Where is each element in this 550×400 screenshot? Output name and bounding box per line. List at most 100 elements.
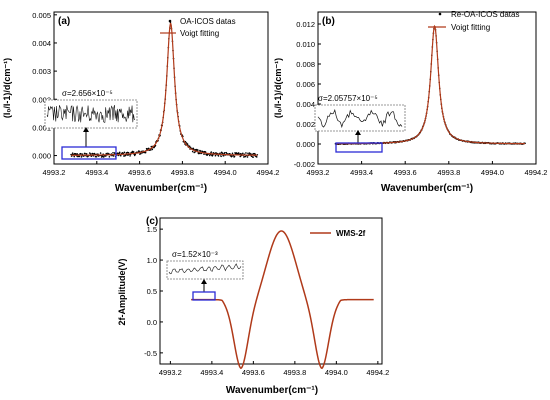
- legend-entry: WMS-2f: [336, 229, 366, 238]
- panel-label: (a): [58, 16, 70, 27]
- data-point: [188, 145, 191, 147]
- panel-label: (c): [146, 216, 158, 227]
- legend: Re-OA-ICOS datas Voigt fitting: [428, 10, 519, 32]
- data-point: [219, 152, 221, 154]
- data-point: [113, 152, 116, 154]
- x-axis-ticks: 4993.2 4993.4 4993.6 4993.8 4994.0 4994.2: [307, 161, 548, 177]
- data-point: [150, 145, 153, 148]
- data-point: [191, 150, 194, 153]
- x-tick-label: 4993.4: [200, 368, 223, 377]
- y-tick-label: 0.006: [296, 80, 315, 89]
- plot-frame: [53, 11, 269, 165]
- x-axis-label: Wavenumber(cm⁻¹): [226, 385, 318, 396]
- data-point: [220, 155, 222, 158]
- data-point: [199, 150, 202, 152]
- data-point: [105, 152, 108, 155]
- data-point: [127, 151, 130, 154]
- data-point: [203, 153, 205, 156]
- data-point: [198, 152, 201, 155]
- data-point: [119, 154, 122, 157]
- data-point: [222, 155, 225, 157]
- data-point: [225, 151, 228, 154]
- data-point: [112, 155, 115, 157]
- data-point: [132, 151, 135, 153]
- y-axis-ticks: -0.002 0.000 0.002 0.004 0.006 0.008 0.010 0.01…: [294, 20, 321, 169]
- y-tick-label: 1.0: [147, 256, 157, 265]
- data-point: [239, 155, 242, 158]
- data-point: [118, 151, 121, 154]
- x-tick-label: 4994.2: [366, 368, 389, 377]
- data-point: [247, 152, 249, 155]
- data-point: [112, 151, 114, 154]
- noise-region-box: [192, 291, 216, 301]
- inset-arrow-head: [355, 130, 361, 135]
- x-tick-label: 4993.6: [242, 368, 265, 377]
- data-point: [217, 155, 220, 157]
- y-tick-label: 0.001: [32, 123, 51, 132]
- y-tick-label: 0.008: [296, 60, 315, 69]
- panel-label: (b): [322, 16, 335, 27]
- data-point: [89, 153, 92, 155]
- x-tick-label: 4994.2: [257, 168, 280, 177]
- inset-noise-trace: [46, 105, 136, 123]
- x-axis-label: Wavenumber(cm⁻¹): [115, 183, 207, 194]
- x-tick-label: 4993.4: [350, 168, 373, 177]
- legend-entry: Voigt fitting: [451, 23, 490, 32]
- data-point: [99, 152, 102, 154]
- noise-region-box: [335, 142, 383, 153]
- data-point: [88, 152, 91, 154]
- fit-line: [71, 22, 258, 156]
- plot-frame: [317, 11, 537, 165]
- x-tick-label: 4993.6: [128, 168, 151, 177]
- y-axis-ticks: -0.5 0.0 0.5 1.0 1.5: [144, 225, 163, 358]
- data-point: [123, 151, 126, 154]
- data-point: [246, 156, 249, 158]
- y-axis-label: 2f-Amplitude(V): [117, 259, 127, 326]
- x-tick-label: 4994.0: [325, 368, 348, 377]
- inset-frame: [44, 99, 138, 129]
- inset-sigma-label: σ=2.05757×10⁻⁵: [318, 94, 378, 103]
- inset-noise-trace: [317, 108, 403, 129]
- data-point: [108, 156, 111, 158]
- data-point: [78, 155, 81, 158]
- x-tick-label: 4993.2: [159, 368, 182, 377]
- data-point: [214, 154, 217, 157]
- data-point: [204, 151, 207, 153]
- plot-frame: [159, 217, 383, 365]
- y-axis-label: (I₀/I-1)/d(cm⁻¹): [2, 58, 12, 118]
- data-series-group: [70, 21, 259, 158]
- x-axis-label: Wavenumber(cm⁻¹): [381, 183, 473, 194]
- y-tick-label: -0.5: [144, 349, 157, 358]
- data-point: [71, 152, 74, 154]
- x-tick-label: 4994.0: [481, 168, 504, 177]
- data-point: [92, 152, 94, 155]
- data-point: [245, 152, 247, 154]
- x-tick-label: 4994.0: [214, 168, 237, 177]
- legend-entry: Voigt fitting: [180, 29, 219, 38]
- inset: σ=2.05757×10⁻⁵: [314, 94, 406, 153]
- x-axis-ticks: 4993.2 4993.4 4993.6 4993.8 4994.0 4994.2: [159, 361, 389, 377]
- y-tick-label: 0.004: [32, 39, 51, 48]
- data-point: [210, 151, 213, 153]
- x-tick-label: 4993.4: [85, 168, 108, 177]
- y-tick-label: 0.5: [147, 287, 157, 296]
- inset-arrow-head: [83, 127, 89, 132]
- data-point: [252, 156, 254, 158]
- data-point: [242, 152, 244, 155]
- y-tick-label: 0.000: [296, 140, 315, 149]
- y-axis-label: (I₀/I-1)/d(cm⁻¹): [273, 58, 283, 118]
- noise-region-box: [61, 146, 117, 160]
- x-tick-label: 4994.2: [525, 168, 548, 177]
- x-tick-label: 4993.8: [171, 168, 194, 177]
- y-tick-label: 0.003: [32, 67, 51, 76]
- data-point: [95, 155, 98, 158]
- y-tick-label: 1.5: [147, 225, 157, 234]
- data-point: [221, 152, 224, 155]
- inset: σ=2.656×10⁻⁵: [44, 89, 138, 160]
- x-tick-label: 4993.8: [283, 368, 306, 377]
- x-tick-label: 4993.6: [394, 168, 417, 177]
- data-point: [104, 155, 107, 157]
- data-point: [80, 156, 83, 158]
- data-point: [80, 152, 82, 155]
- y-tick-label: 0.012: [296, 20, 315, 29]
